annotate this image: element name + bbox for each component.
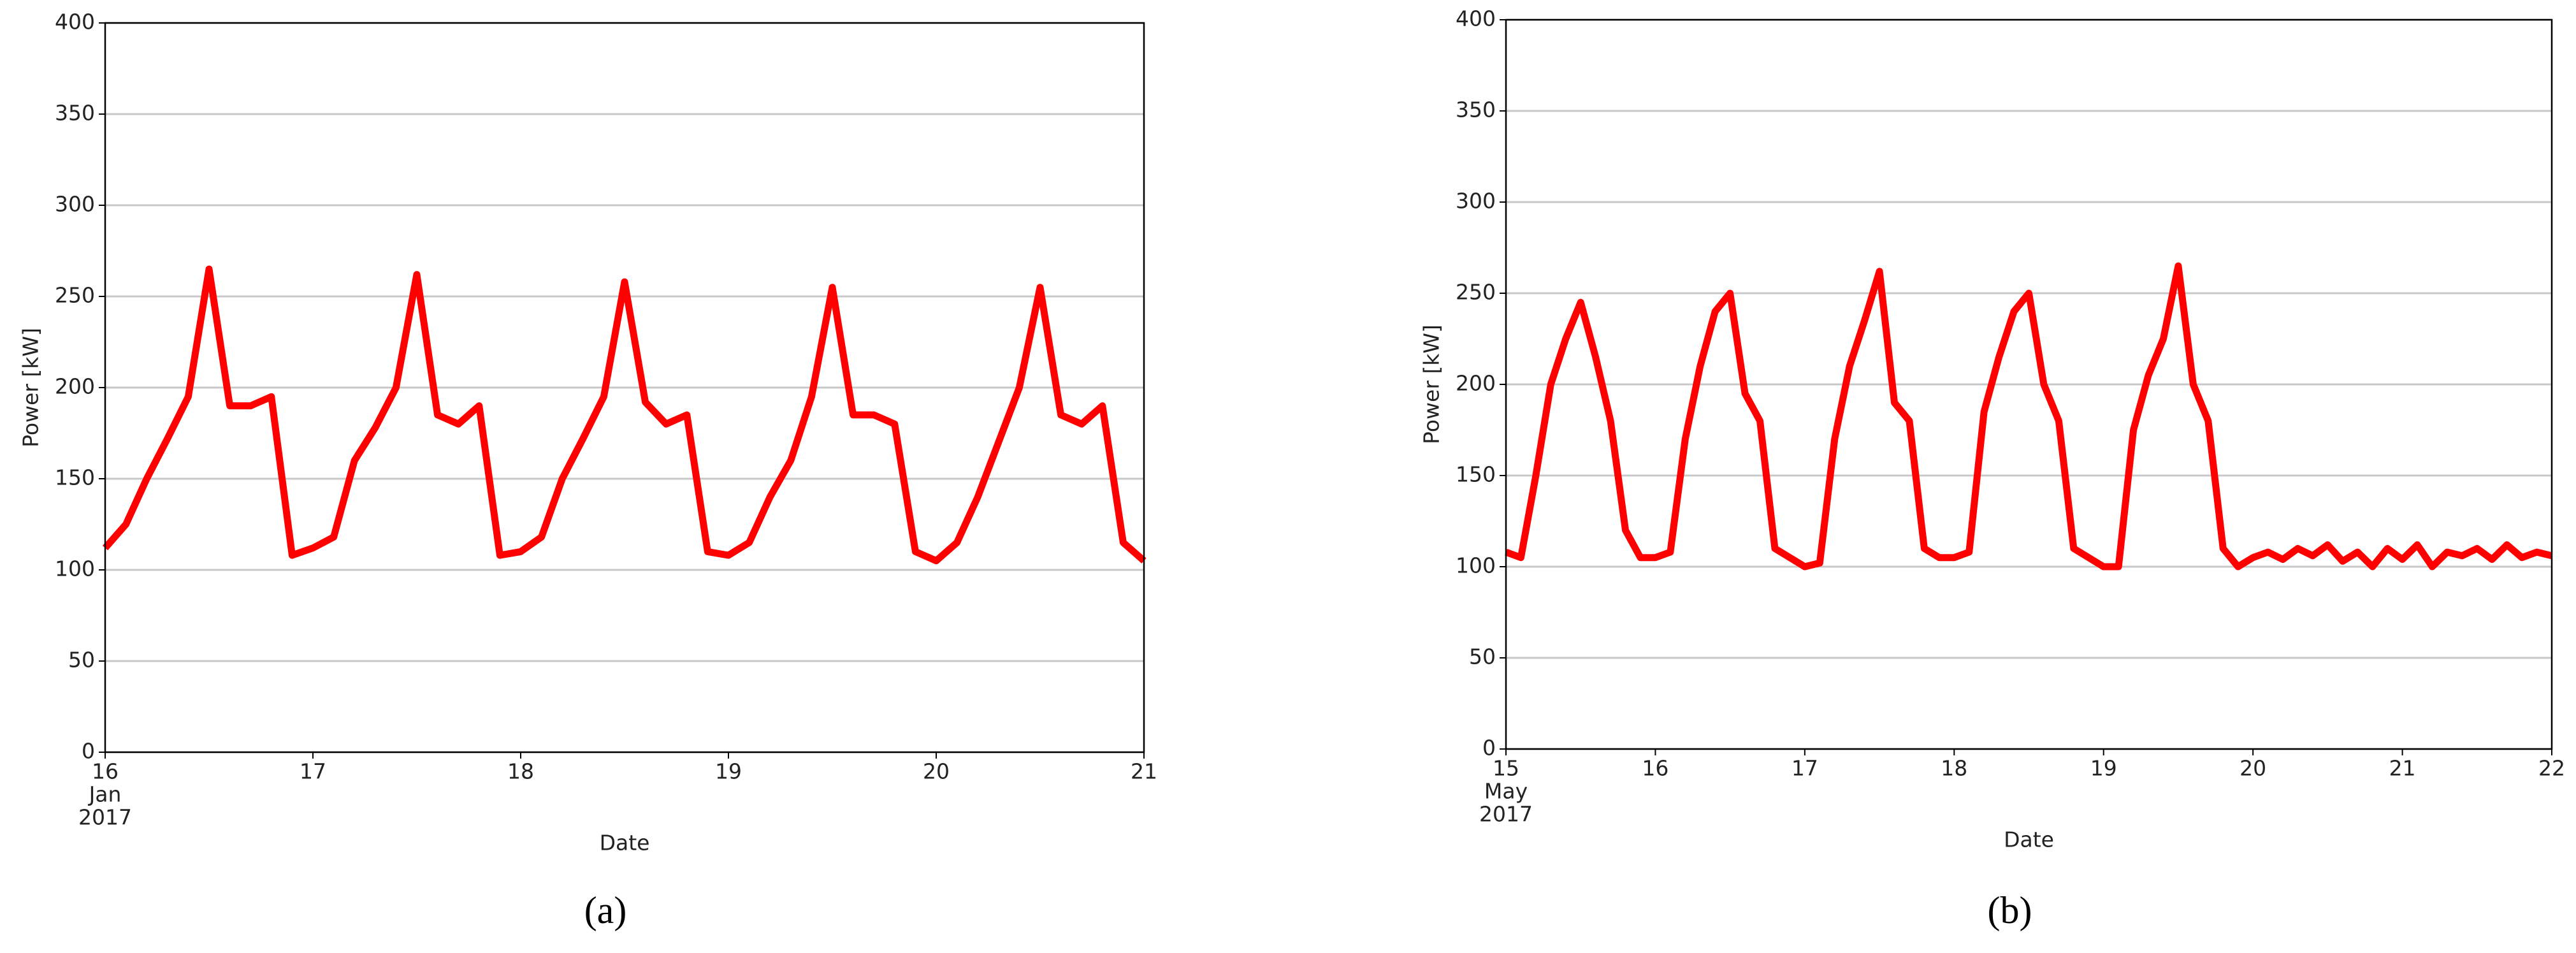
x-axis-title: Date	[2004, 827, 2054, 852]
x-tick-label: 21	[2389, 756, 2416, 781]
x-tick-label: 20	[2240, 756, 2266, 781]
y-tick-label: 50	[68, 648, 95, 673]
power-line	[1505, 262, 2553, 571]
y-tick-label: 0	[1482, 736, 1496, 760]
x-tick-label: 20	[923, 759, 950, 784]
y-tick-label: 200	[55, 374, 95, 399]
x-tick-sublabel: 2017	[78, 805, 132, 830]
y-tick-label: 100	[1456, 553, 1496, 578]
plot-frame	[104, 22, 1145, 753]
y-axis-title: Power [kW]	[1419, 324, 1444, 444]
x-tick-label: 15	[1493, 756, 1519, 781]
y-tick-label: 400	[1456, 6, 1496, 31]
y-tick-label: 350	[55, 101, 95, 126]
y-axis-title: Power [kW]	[18, 328, 43, 447]
y-tick-label: 0	[82, 739, 95, 764]
x-tick-label: 17	[1791, 756, 1818, 781]
x-tick-label: 22	[2538, 756, 2565, 781]
y-tick-label: 150	[55, 465, 95, 490]
x-tick-sublabel: 2017	[1479, 802, 1533, 827]
panel-label: (a)	[584, 889, 627, 931]
y-tick-label: 100	[55, 557, 95, 581]
x-tick-label: 16	[1642, 756, 1668, 781]
y-tick-label: 300	[55, 192, 95, 217]
y-tick-label: 350	[1456, 98, 1496, 122]
x-tick-label: 18	[507, 759, 534, 784]
x-tick-label: 19	[2090, 756, 2117, 781]
x-tick-label: 21	[1131, 759, 1157, 784]
y-tick-label: 50	[1469, 644, 1496, 669]
panel-label: (b)	[1988, 889, 2032, 931]
x-tick-label: 17	[300, 759, 326, 784]
x-tick-label: 16	[92, 759, 119, 784]
y-tick-label: 300	[1456, 189, 1496, 214]
x-tick-label: 19	[715, 759, 742, 784]
y-tick-label: 250	[1456, 280, 1496, 305]
y-tick-label: 250	[55, 283, 95, 308]
y-tick-label: 150	[1456, 462, 1496, 487]
x-axis-title: Date	[600, 831, 650, 855]
power-line	[102, 265, 1147, 565]
plot-frame	[1505, 18, 2553, 750]
y-tick-label: 400	[55, 10, 95, 34]
x-tick-sublabel: May	[1484, 779, 1528, 804]
y-tick-label: 200	[1456, 371, 1496, 396]
x-tick-sublabel: Jan	[88, 782, 122, 807]
x-tick-label: 18	[1941, 756, 1967, 781]
